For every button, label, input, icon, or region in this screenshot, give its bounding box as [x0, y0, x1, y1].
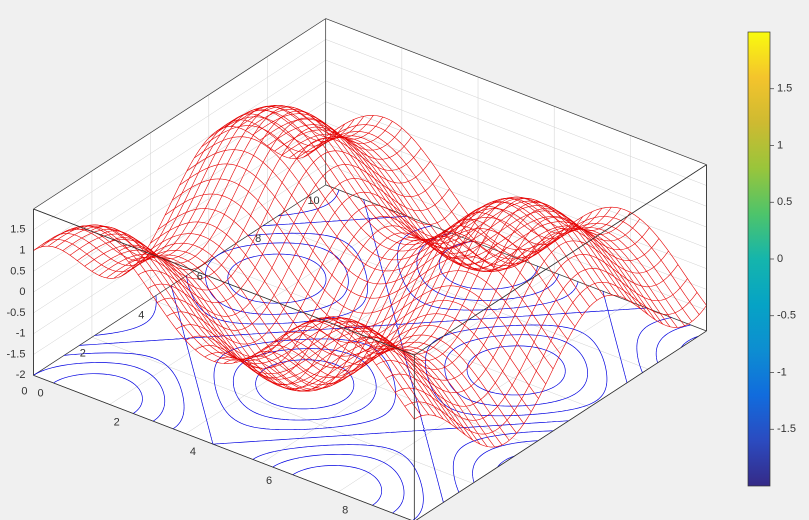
svg-text:-1.5: -1.5 — [7, 348, 26, 360]
svg-text:1.5: 1.5 — [10, 224, 25, 236]
svg-text:0: 0 — [19, 286, 25, 298]
svg-text:0: 0 — [777, 253, 783, 265]
svg-text:0: 0 — [37, 387, 43, 399]
colorbar: -1.5 -1 -0.5 0 0.5 1 1.5 — [748, 32, 796, 486]
svg-text:1: 1 — [777, 139, 783, 151]
svg-text:10: 10 — [307, 195, 319, 207]
svg-text:0.5: 0.5 — [777, 196, 792, 208]
plot-svg: -2-1.5-1-0.500.511.502468100246810-1.5-1… — [0, 0, 809, 520]
svg-text:-0.5: -0.5 — [7, 307, 26, 319]
svg-text:1: 1 — [19, 244, 25, 256]
svg-text:4: 4 — [190, 446, 196, 458]
svg-text:6: 6 — [266, 475, 272, 487]
svg-text:0: 0 — [21, 385, 27, 397]
svg-text:8: 8 — [255, 233, 261, 245]
svg-text:8: 8 — [342, 504, 348, 516]
svg-text:-1: -1 — [16, 328, 26, 340]
svg-text:6: 6 — [197, 271, 203, 283]
svg-text:-0.5: -0.5 — [777, 310, 796, 322]
svg-text:-1.5: -1.5 — [777, 423, 796, 435]
svg-text:-2: -2 — [16, 369, 26, 381]
svg-text:2: 2 — [114, 417, 120, 429]
svg-text:1.5: 1.5 — [777, 83, 792, 95]
svg-text:0.5: 0.5 — [10, 265, 25, 277]
svg-text:-1: -1 — [777, 366, 787, 378]
figure-root: -2-1.5-1-0.500.511.502468100246810-1.5-1… — [0, 0, 809, 520]
svg-text:4: 4 — [138, 309, 144, 321]
svg-text:2: 2 — [80, 347, 86, 359]
